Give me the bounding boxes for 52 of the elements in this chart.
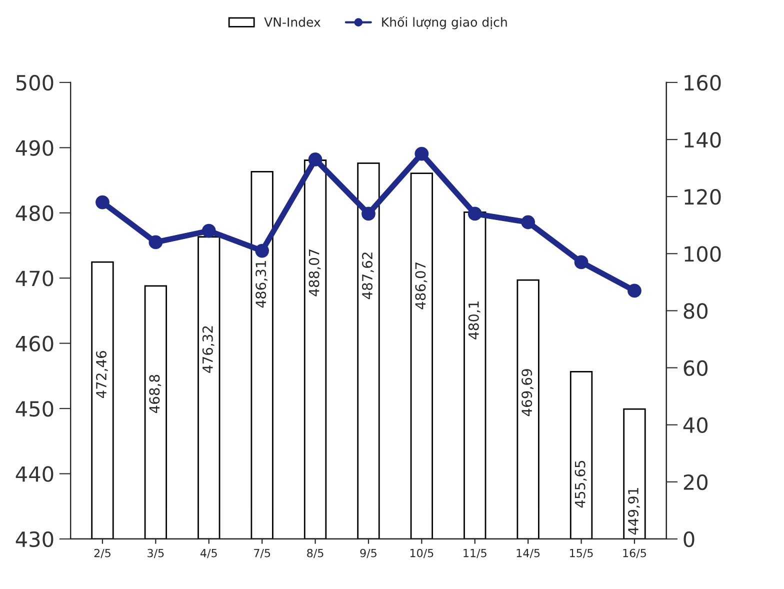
y2-tick-label: 140 — [684, 132, 721, 148]
x-tick-label: 16/5 — [623, 548, 646, 558]
point — [362, 206, 376, 221]
y2-tick-label: 160 — [684, 74, 721, 91]
x-tick-label: 8/5 — [307, 548, 324, 558]
y2-tick-label: 20 — [684, 474, 708, 490]
point — [628, 284, 642, 298]
data-label: 487,62 — [362, 252, 374, 300]
y-tick-label: 430 — [16, 531, 54, 548]
data-label: 486,07 — [415, 262, 428, 310]
data-label: 476,32 — [202, 326, 214, 373]
y2-tick-label: 100 — [684, 246, 721, 262]
x-tick-label: 10/5 — [410, 548, 434, 558]
y-tick-label: 450 — [16, 400, 54, 417]
y2-tick-label: 0 — [684, 531, 694, 548]
x-tick-label: 11/5 — [464, 549, 486, 558]
point — [148, 235, 163, 250]
point — [414, 146, 429, 161]
y2-tick-label: 40 — [683, 417, 708, 434]
y-tick-label: 460 — [16, 336, 54, 352]
data-label: 449,91 — [628, 488, 640, 535]
x-tick-label: 4/5 — [200, 549, 217, 558]
point — [574, 255, 588, 270]
data-label: 486,31 — [256, 261, 268, 308]
point — [96, 195, 110, 210]
legend-label: Khối lượng giao dịch — [382, 16, 507, 30]
point — [521, 215, 536, 230]
x-tick-label: 15/5 — [570, 549, 593, 558]
point — [255, 244, 270, 258]
data-label: 469,69 — [522, 369, 534, 416]
y-tick-label: 440 — [16, 466, 54, 482]
data-label: 480,1 — [468, 302, 480, 340]
point — [202, 224, 216, 238]
y2-tick-label: 60 — [684, 360, 708, 376]
x-tick-label: 2/5 — [94, 548, 110, 558]
y-tick-label: 490 — [16, 140, 54, 156]
y-tick-label: 470 — [16, 270, 54, 286]
data-label: 455,65 — [574, 460, 587, 508]
legend-label: VN-Index — [264, 17, 320, 27]
point — [308, 152, 322, 166]
y-tick-label: 500 — [16, 74, 54, 91]
y2-tick-label: 120 — [684, 189, 721, 205]
x-tick-label: 9/5 — [360, 548, 376, 558]
data-label: 472,46 — [96, 350, 108, 398]
y2-tick-label: 80 — [684, 303, 708, 319]
data-label: 488,07 — [308, 249, 321, 296]
x-tick-label: 7/5 — [254, 549, 270, 558]
y-tick-label: 480 — [16, 205, 54, 222]
data-label: 468,8 — [149, 374, 162, 414]
x-tick-label: 3/5 — [148, 548, 164, 558]
point — [468, 206, 482, 221]
x-tick-label: 14/5 — [516, 549, 540, 558]
